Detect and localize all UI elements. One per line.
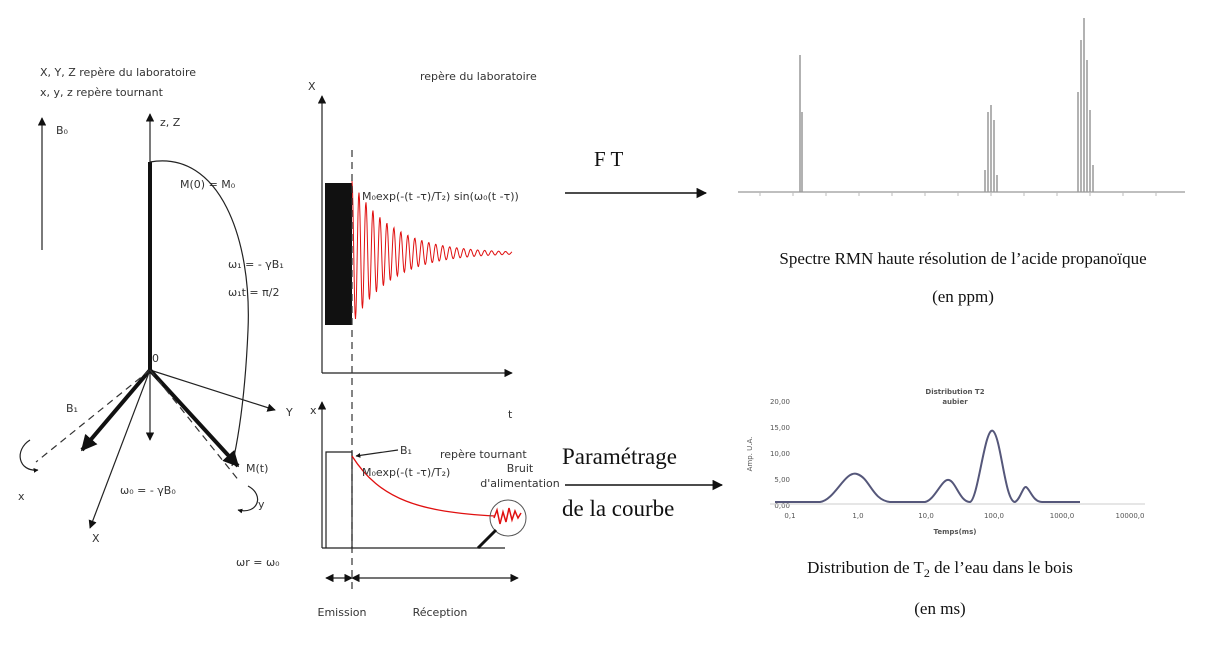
label: y (258, 498, 265, 511)
label: z, Z (160, 116, 181, 129)
pulse (325, 451, 353, 548)
y-label: 15,00 (770, 424, 790, 432)
label: repère tournant (440, 448, 527, 461)
caption-text: de l’eau dans le bois (930, 558, 1073, 577)
distribution-curve (775, 429, 1080, 504)
noise-circle (489, 499, 527, 537)
label: 0 (152, 352, 159, 365)
y-label: 20,00 (770, 398, 790, 406)
label: B₁ (400, 444, 412, 457)
y-labels: 20,00 15,00 10,00 5,00 0,00 (770, 398, 790, 510)
decay (351, 455, 496, 517)
axis-title: Amp. U.A. (746, 437, 754, 472)
label: Y (285, 406, 293, 419)
pointer (355, 449, 399, 458)
caption-text: Distribution de T (807, 558, 924, 577)
x-rot-axis (35, 369, 151, 463)
label: t (508, 408, 513, 421)
label: Paramétrage (562, 444, 677, 469)
caption: (en ms) (914, 599, 965, 618)
chart-title: Distribution T2 (925, 388, 984, 396)
pulse (325, 183, 352, 325)
label: B₀ (56, 124, 69, 137)
noise (493, 507, 522, 525)
x-label: 10000,0 (1116, 512, 1145, 520)
pointer (476, 528, 498, 550)
mt-vector (148, 368, 240, 468)
caption: Distribution de T2 de l’eau dans le bois (807, 558, 1073, 580)
chart-title: aubier (942, 398, 968, 406)
y-label: 10,00 (770, 450, 790, 458)
ticks (759, 192, 1157, 196)
label: Bruit (507, 462, 534, 475)
caption: (en ppm) (932, 287, 994, 306)
x-label: 100,0 (984, 512, 1004, 520)
label: ω₁ = - γB₁ (228, 258, 284, 271)
label: x (18, 490, 25, 503)
y-label: 0,00 (774, 502, 790, 510)
precession-arc (149, 160, 249, 467)
label: ω₁t = π/2 (228, 286, 279, 299)
label: ω₀ = - γB₀ (120, 484, 176, 497)
label: M(t) (246, 462, 268, 475)
b1-vector (80, 368, 152, 452)
frame-diagram: X, Y, Z repère du laboratoire x, y, z re… (18, 66, 293, 569)
y-label: 5,00 (774, 476, 790, 484)
label: x (310, 404, 317, 417)
x-axis (88, 369, 151, 529)
caption: Spectre RMN haute résolution de l’acide … (779, 249, 1146, 268)
label: X (308, 80, 316, 93)
label: M₀exp(-(t -τ)/T₂) sin(ω₀(t -τ)) (362, 190, 519, 203)
axis-title: Temps(ms) (934, 528, 977, 536)
label: F T (594, 147, 624, 171)
rotation (19, 439, 39, 473)
x-labels: 0,1 1,0 10,0 100,0 1000,0 10000,0 (784, 512, 1144, 520)
label: Emission (318, 606, 367, 619)
label: B₁ (66, 402, 78, 415)
label: M₀exp(-(t -τ)/T₂) (362, 466, 450, 479)
x-label: 10,0 (918, 512, 934, 520)
signal-diagram: repère du laboratoire X t M₀exp(-(t -τ)/… (308, 70, 560, 619)
legend: x, y, z repère tournant (40, 86, 164, 99)
label: ωr = ω₀ (236, 556, 280, 569)
x-label: 0,1 (784, 512, 795, 520)
label: repère du laboratoire (420, 70, 537, 83)
t2-chart: Distribution T2 aubier Amp. U.A. 20,0015… (746, 388, 1145, 618)
peaks (799, 18, 1094, 192)
y-axis (149, 369, 276, 412)
label: M(0) = M₀ (180, 178, 236, 191)
label: X (92, 532, 100, 545)
label: de la courbe (562, 496, 674, 521)
x-label: 1000,0 (1050, 512, 1075, 520)
spectrum: Spectre RMN haute résolution de l’acide … (738, 18, 1185, 306)
label: d'alimentation (480, 477, 559, 490)
legend: X, Y, Z repère du laboratoire (40, 66, 196, 79)
label: Réception (413, 606, 468, 619)
rotation (237, 485, 259, 514)
caption-sub: 2 (924, 566, 930, 580)
fid (351, 180, 513, 320)
x-label: 1,0 (852, 512, 863, 520)
